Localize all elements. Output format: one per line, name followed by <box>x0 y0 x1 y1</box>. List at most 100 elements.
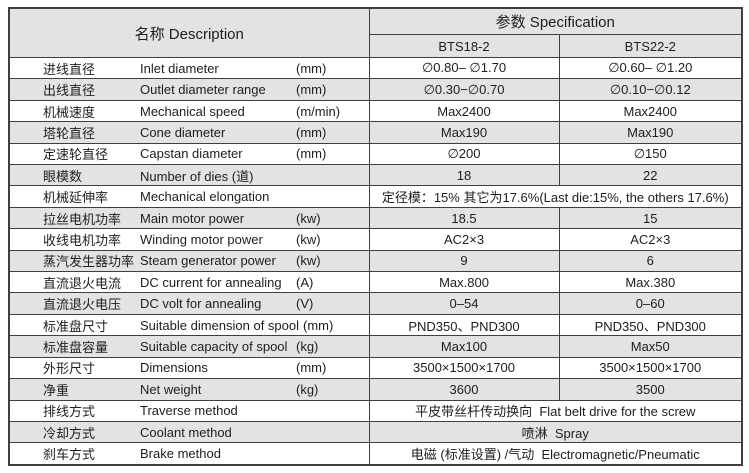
specification-column-header: 参数 Specification <box>368 7 743 35</box>
spec-name-cn: 眼模数 <box>43 168 83 184</box>
spec-name-cn: 定速轮直径 <box>43 147 109 163</box>
spec-value: ∅150 <box>558 142 743 166</box>
specification-table: 名称 Description 参数 Specification BTS18-2 … <box>8 7 743 466</box>
table-row: 机械延伸率 Mechanical elongation 定径模：15% 其它为17.… <box>8 185 743 208</box>
spec-value: 3500×1500×1700 <box>368 356 560 380</box>
spec-value: ∅0.30−∅0.70 <box>368 78 560 101</box>
spec-unit: (V) <box>296 296 314 312</box>
table-row: 标准盘尺寸 Suitable dimension of spool (mm) PND3… <box>8 313 743 337</box>
spec-description-cell: 出线直径 Outlet diameter range (mm) <box>8 78 370 101</box>
spec-name-en: Brake method <box>140 446 221 462</box>
spec-unit: (mm) <box>296 60 327 76</box>
table-row: 收线电机功率 Winding motor power (kw) AC2×3 AC2×3 <box>8 228 743 251</box>
spec-value: Max190 <box>368 121 560 144</box>
spec-value-merged: 电磁 (标准设置) /气动 Electromagnetic/Pneumatic <box>368 442 743 466</box>
table-row: 蒸汽发生器功率 Steam generator power (kw) 9 6 <box>8 249 743 273</box>
spec-name-cn: 标准盘尺寸 <box>43 318 109 334</box>
table-row: 进线直径 Inlet diameter (mm) ∅0.80– ∅1.70 ∅0.60–… <box>8 56 743 80</box>
spec-unit: (kw) <box>296 253 321 269</box>
table-row: 外形尺寸 Dimensions (mm) 3500×1500×1700 3500×150… <box>8 356 743 380</box>
spec-name-cn: 蒸汽发生器功率 <box>43 254 135 270</box>
spec-value: 3500 <box>558 378 743 401</box>
spec-name-en: Dimensions <box>140 360 208 376</box>
spec-value: 9 <box>368 249 560 273</box>
spec-description-cell: 外形尺寸 Dimensions (mm) <box>8 356 370 380</box>
spec-value: ∅0.80– ∅1.70 <box>368 56 560 80</box>
spec-value: 6 <box>558 249 743 273</box>
spec-name-cn: 排线方式 <box>43 404 96 420</box>
table-row: 标准盘容量 Suitable capacity of spool (kg) Max10… <box>8 335 743 358</box>
spec-description-cell: 排线方式 Traverse method <box>8 399 370 422</box>
spec-value: ∅0.60– ∅1.20 <box>558 56 743 80</box>
spec-name-cn: 机械速度 <box>43 104 96 120</box>
spec-description-cell: 拉丝电机功率 Main motor power (kw) <box>8 206 370 230</box>
spec-name-cn: 外形尺寸 <box>43 361 96 377</box>
table-row: 塔轮直径 Cone diameter (mm) Max190 Max190 <box>8 121 743 144</box>
table-row: 拉丝电机功率 Main motor power (kw) 18.5 15 <box>8 206 743 230</box>
spec-value: 3600 <box>368 378 560 401</box>
spec-name-cn: 塔轮直径 <box>43 125 96 141</box>
spec-name-en: Traverse method <box>140 403 238 419</box>
spec-value: Max100 <box>368 335 560 358</box>
spec-value: AC2×3 <box>368 228 560 251</box>
spec-name-cn: 收线电机功率 <box>43 232 122 248</box>
spec-unit: (kg) <box>296 381 319 397</box>
spec-name-en: Number of dies (道) <box>140 168 254 184</box>
spec-description-cell: 冷却方式 Coolant method <box>8 420 370 444</box>
spec-value: Max.380 <box>558 271 743 294</box>
spec-description-cell: 机械延伸率 Mechanical elongation <box>8 185 370 208</box>
spec-name-cn: 刹车方式 <box>43 447 96 463</box>
spec-description-cell: 蒸汽发生器功率 Steam generator power (kw) <box>8 249 370 273</box>
spec-name-cn: 冷却方式 <box>43 425 96 441</box>
spec-value-merged: 平皮带丝杆传动换向 Flat belt drive for the screw <box>368 399 743 422</box>
spec-name-en: Cone diameter <box>140 124 226 140</box>
spec-value: AC2×3 <box>558 228 743 251</box>
spec-name-en: DC volt for annealing <box>140 296 262 312</box>
spec-description-cell: 刹车方式 Brake method <box>8 442 370 466</box>
spec-value: 0–60 <box>558 292 743 315</box>
spec-value: 3500×1500×1700 <box>558 356 743 380</box>
spec-name-cn: 标准盘容量 <box>43 339 109 355</box>
spec-value: 18 <box>368 164 560 187</box>
spec-name-en: Winding motor power <box>140 231 263 247</box>
table-row: 直流退火电压 DC volt for annealing (V) 0–54 0–60 <box>8 292 743 315</box>
spec-name-en: Coolant method <box>140 424 232 440</box>
spec-name-en: Net weight <box>140 381 202 397</box>
table-row: 冷却方式 Coolant method 喷淋 Spray <box>8 420 743 444</box>
spec-unit: (mm) <box>296 146 327 162</box>
spec-value: PND350、PND300 <box>558 313 743 337</box>
table-row: 机械速度 Mechanical speed (m/min) Max2400 Max240… <box>8 99 743 123</box>
spec-unit: (mm) <box>303 317 334 333</box>
spec-description-cell: 直流退火电压 DC volt for annealing (V) <box>8 292 370 315</box>
spec-description-cell: 进线直径 Inlet diameter (mm) <box>8 56 370 80</box>
spec-value: PND350、PND300 <box>368 313 560 337</box>
spec-name-en: Capstan diameter <box>140 146 243 162</box>
spec-description-cell: 塔轮直径 Cone diameter (mm) <box>8 121 370 144</box>
spec-name-en: Mechanical elongation <box>140 189 270 205</box>
spec-name-en: Steam generator power <box>140 253 276 269</box>
spec-value: 15 <box>558 206 743 230</box>
spec-unit: (kw) <box>296 210 321 226</box>
spec-name-en: Suitable capacity of spool <box>140 338 288 354</box>
spec-name-en: Main motor power <box>140 210 245 226</box>
spec-unit: (A) <box>296 274 314 290</box>
spec-value: ∅0.10−∅0.12 <box>558 78 743 101</box>
spec-name-cn: 直流退火电流 <box>43 275 122 291</box>
spec-name-en: Outlet diameter range <box>140 82 266 98</box>
spec-unit: (mm) <box>296 124 327 140</box>
description-column-header: 名称 Description <box>8 7 370 58</box>
spec-name-en: Suitable dimension of spool <box>140 317 299 333</box>
spec-name-en: Inlet diameter <box>140 60 219 76</box>
spec-unit: (mm) <box>296 82 327 98</box>
model-header-bts18-2: BTS18-2 <box>368 34 560 58</box>
spec-value: ∅200 <box>368 142 560 166</box>
table-row: 出线直径 Outlet diameter range (mm) ∅0.30−∅0.70… <box>8 78 743 101</box>
spec-description-cell: 直流退火电流 DC current for annealing (A) <box>8 271 370 294</box>
spec-unit: (kg) <box>296 338 319 354</box>
spec-description-cell: 眼模数 Number of dies (道) <box>8 164 370 187</box>
table-row: 定速轮直径 Capstan diameter (mm) ∅200 ∅150 <box>8 142 743 166</box>
spec-description-cell: 标准盘容量 Suitable capacity of spool (kg) <box>8 335 370 358</box>
spec-value: Max2400 <box>558 99 743 123</box>
spec-value: 0–54 <box>368 292 560 315</box>
spec-name-en: DC current for annealing <box>140 274 282 290</box>
